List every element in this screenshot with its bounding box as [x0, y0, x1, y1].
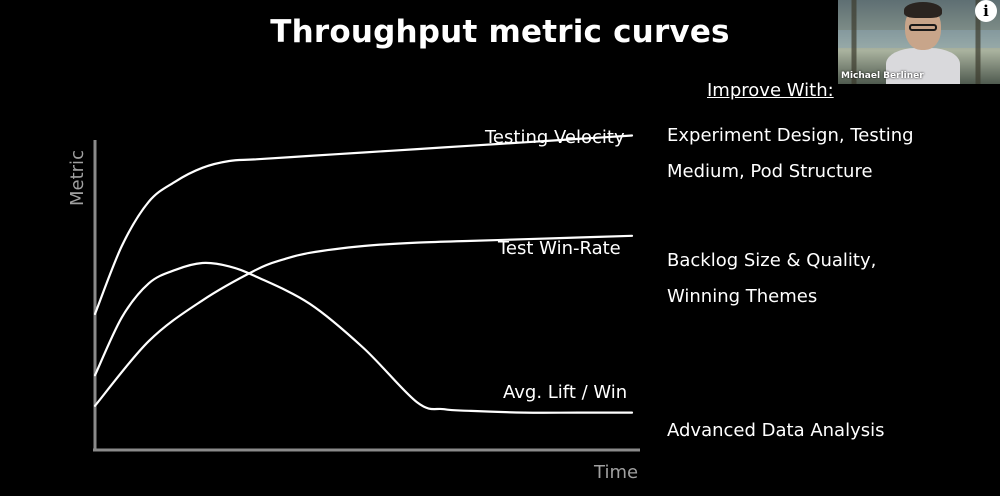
- presenter-glasses: [909, 24, 937, 31]
- note-win-rate-line2: Winning Themes: [667, 286, 818, 307]
- improve-with-heading: Improve With:: [707, 80, 834, 101]
- series-line-testing-velocity: [93, 134, 634, 316]
- note-win-rate-line1: Backlog Size & Quality,: [667, 250, 877, 271]
- series-label-avg-lift-win: Avg. Lift / Win: [503, 382, 627, 403]
- participant-name: Michael Berliner: [841, 71, 924, 81]
- note-testing-velocity: Experiment Design, Testing Medium, Pod S…: [667, 125, 914, 182]
- series-label-testing-velocity: Testing Velocity: [484, 127, 625, 148]
- y-axis-label: Metric: [67, 150, 88, 206]
- palm-tree-left: [842, 0, 866, 84]
- x-axis-label: Time: [593, 462, 638, 483]
- note-win-rate: Backlog Size & Quality, Winning Themes: [667, 243, 876, 315]
- slide-title: Throughput metric curves: [270, 14, 730, 50]
- series-line-avg-lift-win: [93, 261, 634, 414]
- note-avg-lift: Advanced Data Analysis: [667, 420, 885, 441]
- presenter-hair: [904, 2, 942, 18]
- webcam-video[interactable]: Michael Berliner: [838, 0, 1000, 84]
- presenter-body: [886, 48, 960, 84]
- series-line-test-win-rate: [93, 234, 634, 407]
- series-label-test-win-rate: Test Win-Rate: [497, 238, 621, 259]
- info-icon[interactable]: i: [975, 0, 997, 22]
